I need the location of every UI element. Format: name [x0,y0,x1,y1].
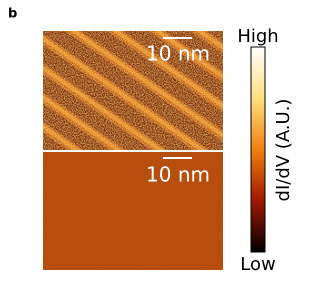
panel-label: b [8,7,17,22]
colorbar-label: dI/dV (A.U.) [273,99,294,202]
scale-bar-label: 10 nm [146,42,210,66]
scale-bar-label: 10 nm [146,163,210,187]
colorbar-low: Low [240,254,275,275]
stm-image-bottom [43,152,223,270]
figure: b 10 nm 10 nm High Low dI/dV (A.U.) [8,7,294,276]
stm-image-top [43,31,223,150]
colorbar-high: High [237,26,278,47]
colorbar [250,46,266,253]
